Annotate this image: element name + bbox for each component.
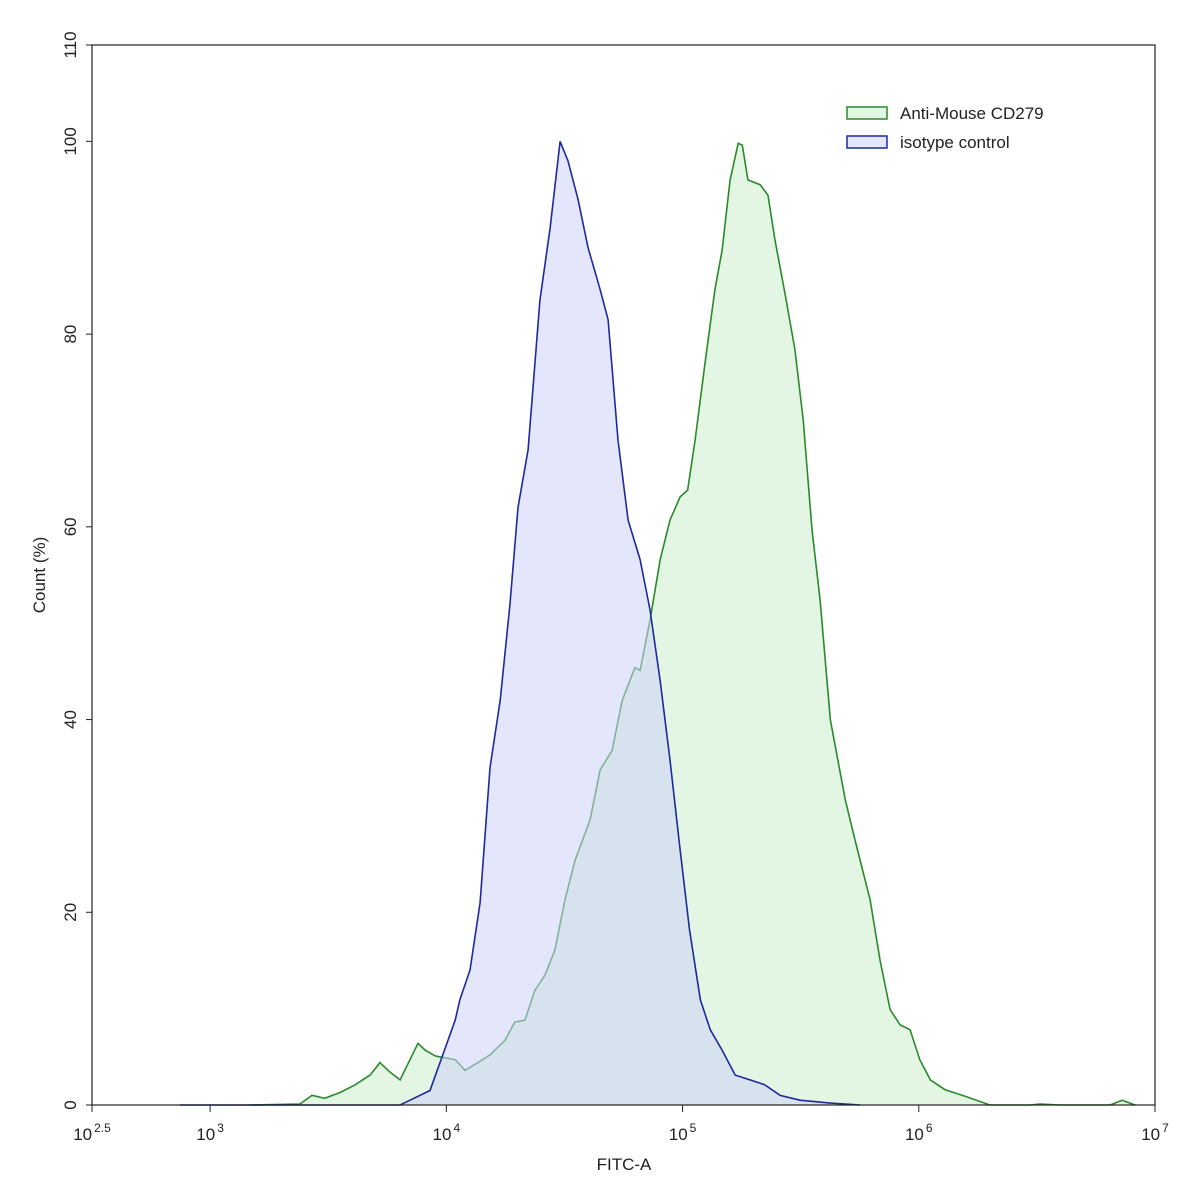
legend-swatch	[846, 106, 888, 120]
legend-label: Anti-Mouse CD279	[900, 104, 1044, 123]
x-tick-exponent: 5	[690, 1121, 697, 1135]
x-tick-label: 10 7	[1141, 1121, 1169, 1144]
plot-frame	[91, 44, 1156, 1106]
y-tick-label: 110	[61, 31, 80, 58]
y-tick-label: 60	[61, 517, 80, 536]
area	[180, 141, 861, 1105]
legend-label: isotype control	[900, 133, 1010, 152]
x-axis-label: FITC-A	[597, 1155, 652, 1174]
x-tick-label: 10 5	[669, 1121, 697, 1144]
y-tick-label: 40	[61, 710, 80, 729]
line	[250, 142, 1136, 1106]
y-axis-label: Count (%)	[30, 537, 49, 614]
x-tick-base: 10	[196, 1125, 215, 1144]
y-tick-label: 80	[61, 325, 80, 344]
x-tick-base: 10	[669, 1125, 688, 1144]
x-tick-exponent: 6	[926, 1121, 933, 1135]
x-tick-label: 10 2.5	[73, 1121, 111, 1144]
x-tick-base: 10	[433, 1125, 452, 1144]
area	[250, 143, 1136, 1106]
x-tick-base: 10	[905, 1125, 924, 1144]
x-tick-exponent: 2.5	[94, 1121, 111, 1135]
y-tick-label: 20	[61, 903, 80, 922]
x-tick-label: 10 6	[905, 1121, 933, 1144]
x-tick-exponent: 7	[1162, 1121, 1169, 1135]
y-tick-label: 0	[61, 1100, 80, 1109]
line	[180, 141, 861, 1106]
y-tick-label: 100	[61, 127, 80, 155]
x-tick-label: 10 3	[196, 1121, 224, 1144]
x-tick-label: 10 4	[433, 1121, 461, 1144]
legend-swatch	[846, 135, 888, 149]
x-tick-exponent: 3	[217, 1121, 224, 1135]
x-tick-base: 10	[73, 1125, 92, 1144]
x-tick-base: 10	[1141, 1125, 1160, 1144]
x-tick-exponent: 4	[453, 1121, 460, 1135]
